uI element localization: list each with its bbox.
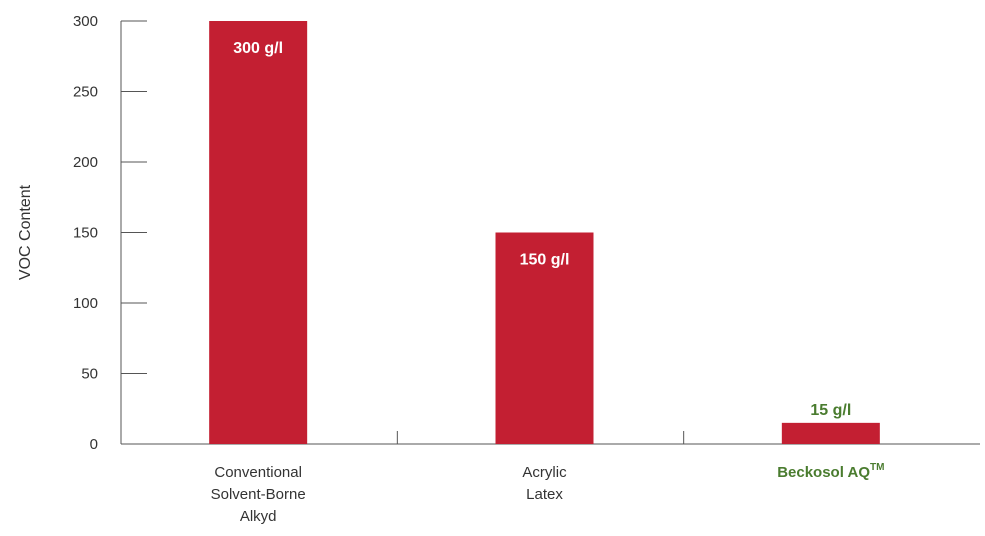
y-tick-label: 300	[73, 13, 98, 30]
y-tick-label: 100	[73, 295, 98, 312]
y-tick-label: 50	[81, 366, 98, 383]
x-category-label: Conventional Solvent-Borne Alkyd	[211, 464, 306, 525]
y-tick-label: 0	[90, 436, 98, 453]
category-labels: Conventional Solvent-Borne Alkyd Acrylic Lat…	[211, 462, 885, 525]
bar-data-label: 15 g/l	[810, 402, 851, 419]
bars	[209, 21, 880, 444]
y-tick-label: 200	[73, 154, 98, 171]
bar-3	[781, 422, 880, 444]
y-axis-title: VOC Content	[17, 184, 34, 280]
y-axis-ticks: 0 50 100 150 200 250 300	[73, 13, 147, 453]
x-category-label: Acrylic Latex	[522, 464, 567, 503]
y-tick-label: 250	[73, 84, 98, 101]
x-category-label: Beckosol AQTM	[777, 462, 884, 481]
bar-data-label: 150 g/l	[520, 252, 570, 269]
bar-data-label: 300 g/l	[233, 40, 283, 57]
bar-data-labels: 300 g/l 150 g/l 15 g/l	[233, 40, 851, 419]
y-tick-label: 150	[73, 225, 98, 242]
bar-2	[495, 232, 594, 444]
x-axis-ticks	[396, 431, 685, 444]
bar-1	[209, 21, 308, 444]
